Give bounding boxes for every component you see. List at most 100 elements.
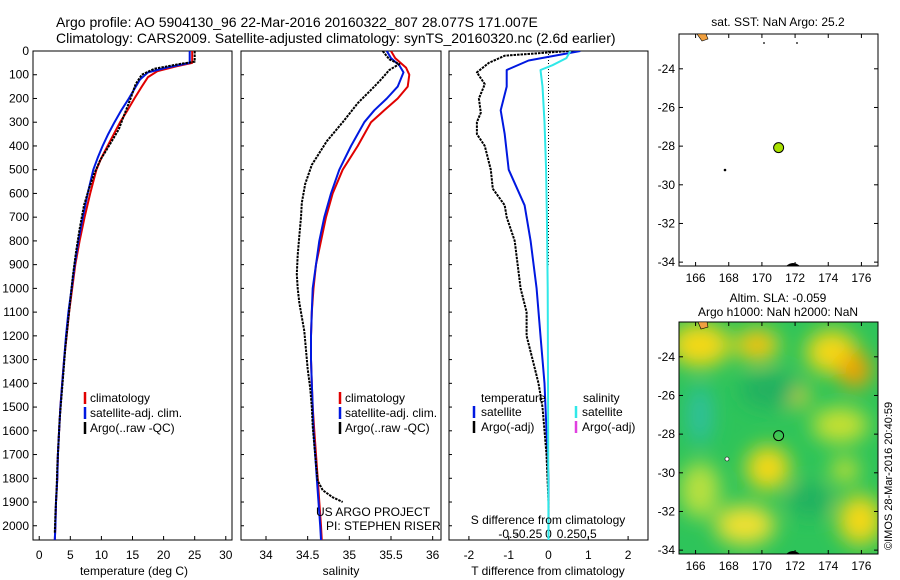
- y-tick-label: -30: [658, 466, 676, 480]
- x-tick-label: 34.5: [296, 548, 320, 562]
- x-tick-label: 168: [719, 559, 739, 573]
- x-tick-label: 174: [818, 271, 838, 285]
- profile-title: Argo profile: AO 5904130_96 22-Mar-2016 …: [56, 14, 538, 30]
- sst-map-title: sat. SST: NaN Argo: 25.2: [711, 15, 845, 29]
- x-tick-label: 0.25: [557, 527, 581, 541]
- legend-climatology: climatology: [90, 391, 150, 405]
- x-tick-label: 0: [36, 548, 43, 562]
- x-tick-label: 30: [219, 548, 233, 562]
- series-line: [295, 51, 401, 503]
- difference-legend: temperature salinity satellite Argo(-adj…: [472, 391, 635, 434]
- salinity-x-axis: 34 34.5 35 35.5 36: [259, 536, 440, 562]
- x-tick-label: 35: [343, 548, 357, 562]
- x-tick-label: 172: [785, 271, 805, 285]
- y-tick-label: 700: [9, 210, 29, 224]
- island-marker: [763, 42, 765, 44]
- y-tick-label: 400: [9, 139, 29, 153]
- x-tick-label: -0.25: [515, 527, 543, 541]
- y-tick-label: -24: [658, 350, 676, 364]
- y-tick-label: 500: [9, 163, 29, 177]
- x-tick-label: 10: [95, 548, 109, 562]
- argo-float-marker: [773, 430, 785, 442]
- x-tick-label: 1: [585, 548, 592, 562]
- x-tick-label: 170: [752, 271, 772, 285]
- y-tick-label: -28: [658, 427, 676, 441]
- series-line: [499, 51, 581, 540]
- salinity-xlabel: salinity: [323, 564, 360, 578]
- y-tick-label: 1000: [2, 281, 29, 295]
- argo-float-marker: [773, 142, 785, 154]
- salinity-plot-frame: [240, 50, 442, 541]
- x-tick-label: 166: [686, 271, 706, 285]
- legend-t-argo: Argo(-adj): [481, 420, 534, 434]
- x-tick-label: 0: [545, 548, 552, 562]
- pi-annotation: PI: STEPHEN RISER: [326, 519, 441, 533]
- series-line: [539, 51, 572, 540]
- legend-climatology: climatology: [345, 391, 405, 405]
- x-tick-label: -0.5: [498, 527, 519, 541]
- island-marker: [786, 551, 800, 554]
- x-tick-label: 36: [426, 548, 440, 562]
- y-tick-label: 1400: [2, 376, 29, 390]
- sla-map-subtitle: Argo h1000: NaN h2000: NaN: [698, 305, 858, 319]
- legend-satellite: satellite-adj. clim.: [90, 406, 182, 420]
- sla-map: Altim. SLA: -0.059 Argo h1000: NaN h2000…: [658, 291, 879, 573]
- x-tick-label: 176: [851, 271, 871, 285]
- temperature-xlabel: temperature (deg C): [80, 564, 188, 578]
- y-tick-label: -34: [658, 543, 676, 557]
- y-tick-label: 800: [9, 234, 29, 248]
- y-tick-label: 1800: [2, 471, 29, 485]
- y-tick-label: -30: [658, 178, 676, 192]
- y-tick-label: -24: [658, 62, 676, 76]
- y-tick-label: -32: [658, 504, 676, 518]
- y-tick-label: 600: [9, 186, 29, 200]
- project-annotation: US ARGO PROJECT: [316, 505, 431, 519]
- x-tick-label: 35.5: [379, 548, 403, 562]
- salinity-lines: [295, 51, 411, 540]
- y-tick-label: 1200: [2, 329, 29, 343]
- island-marker: [723, 168, 727, 172]
- x-tick-label: 170: [752, 559, 772, 573]
- series-line: [475, 51, 569, 533]
- y-tick-label: 1700: [2, 448, 29, 462]
- legend-s-argo: Argo(-adj): [582, 420, 635, 434]
- y-tick-label: 1900: [2, 495, 29, 509]
- island-marker: [786, 263, 800, 266]
- temperature-plot-frame: [32, 50, 233, 541]
- y-tick-label: 300: [9, 115, 29, 129]
- y-tick-label: -26: [658, 388, 676, 402]
- y-tick-label: 1300: [2, 353, 29, 367]
- x-tick-label: 166: [686, 559, 706, 573]
- x-tick-label: 176: [851, 559, 871, 573]
- x-tick-label: 34: [259, 548, 273, 562]
- salinity-y-ticks: [241, 50, 244, 527]
- y-tick-label: 2000: [2, 519, 29, 533]
- temperature-legend: climatology satellite-adj. clim. Argo(..…: [83, 391, 182, 435]
- legend-header-temperature: temperature: [481, 391, 546, 405]
- y-tick-label: 900: [9, 258, 29, 272]
- island-marker: [796, 42, 798, 44]
- x-tick-label: 168: [719, 271, 739, 285]
- legend-argo: Argo(..raw -QC): [90, 421, 175, 435]
- temperature-lines: [53, 51, 196, 540]
- x-tick-label: 174: [818, 559, 838, 573]
- climatology-subtitle: Climatology: CARS2009. Satellite-adjuste…: [56, 30, 616, 46]
- legend-t-satellite: satellite: [481, 405, 522, 419]
- series-line: [53, 51, 196, 533]
- imos-credit: ©IMOS 28-Mar-2016 20:40:59: [883, 402, 895, 550]
- t-difference-xlabel: T difference from climatology: [471, 564, 625, 578]
- x-tick-label: 20: [157, 548, 171, 562]
- sla-map-axes: 166 168 170 172 174 176 -24 -26 -28 -30 -32 -34: [658, 322, 878, 573]
- legend-argo: Argo(..raw -QC): [345, 421, 430, 435]
- island-marker: [697, 321, 709, 330]
- island-marker: [724, 456, 730, 462]
- sla-map-title: Altim. SLA: -0.059: [730, 291, 827, 305]
- salinity-panel: 34 34.5 35 35.5 36 salinity climatology sate…: [240, 50, 442, 578]
- difference-y-ticks: [449, 50, 452, 527]
- y-tick-label: 1100: [3, 305, 29, 319]
- sst-map-axes: 166 168 170 172 174 176 -24 -26 -28 -30 -32 -34: [658, 34, 878, 285]
- y-tick-label: 100: [9, 68, 29, 82]
- y-tick-label: -26: [658, 100, 676, 114]
- y-tick-label: 200: [9, 91, 29, 105]
